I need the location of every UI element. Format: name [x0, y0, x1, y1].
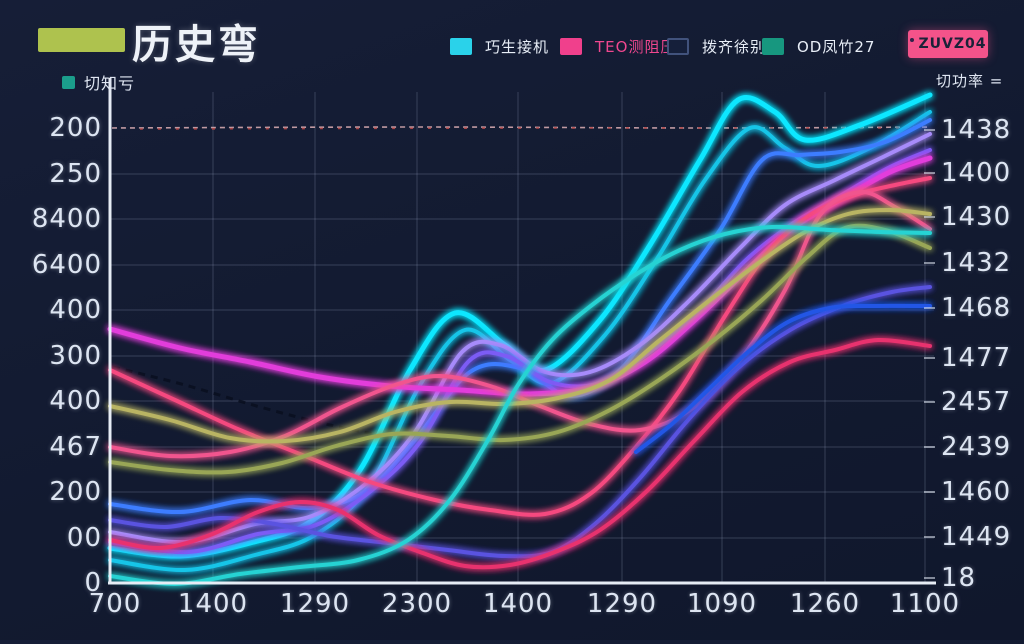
y-right-tick-label: 2457 — [941, 387, 1012, 417]
y-left-tick-label: 00 — [66, 523, 102, 553]
y-right-tick-label: 1477 — [941, 343, 1012, 373]
legend-swatch-icon — [667, 38, 689, 55]
sub-legend-label: 切知亏 — [84, 74, 136, 93]
x-tick-label: 1290 — [586, 589, 658, 619]
legend-item-label: TEO测阻压 — [595, 38, 677, 56]
badge-label: ZUVZ04 — [918, 36, 987, 52]
y-right-tick-label: 1400 — [941, 158, 1012, 188]
y-left-tick-label: 0 — [84, 568, 102, 598]
y-left-tick-label: 400 — [49, 295, 102, 325]
sub-legend-swatch-icon — [62, 75, 75, 89]
legend-swatch-icon — [450, 38, 472, 55]
right-axis-header: 切功率 = — [936, 72, 1004, 90]
legend-item-4[interactable]: OD凤竹27 — [762, 36, 875, 57]
y-right-tick-label: 1438 — [941, 115, 1012, 145]
legend-item-3[interactable]: 拨齐徐别 — [667, 36, 766, 57]
x-tick-label: 1400 — [177, 589, 249, 619]
series-line-turquoise — [108, 224, 932, 587]
series-line-lavender — [108, 132, 932, 545]
series-line-pink-2 — [108, 189, 932, 459]
y-left-tick-label: 8400 — [31, 204, 102, 234]
series-line-blue-2 — [634, 303, 932, 454]
page-title: 历史弯 — [132, 22, 261, 68]
y-right-tick-label: 1460 — [941, 477, 1012, 507]
y-left-tick-label: 200 — [49, 477, 102, 507]
y-left-tick-label: 467 — [49, 432, 102, 462]
badge-button[interactable]: ZUVZ04 — [908, 30, 988, 58]
y-right-tick-label: 1468 — [941, 293, 1012, 323]
y-right-tick-label: 2439 — [941, 432, 1012, 462]
badge-dot — [909, 38, 914, 42]
series-line-olive-1 — [108, 207, 932, 444]
y-left-tick-label: 400 — [49, 386, 102, 416]
x-tick-label: 1260 — [789, 589, 861, 619]
x-tick-label: 1400 — [482, 589, 554, 619]
title-swatch — [38, 28, 125, 52]
x-tick-label: 1090 — [686, 589, 758, 619]
legend-item-label: 拨齐徐别 — [702, 38, 767, 56]
y-right-tick-label: 18 — [941, 563, 977, 593]
legend-item-label: OD凤竹27 — [797, 38, 876, 56]
series-line-crimson-1 — [108, 176, 932, 517]
y-left-tick-label: 250 — [49, 159, 102, 189]
x-tick-label: 2300 — [381, 589, 453, 619]
series-line-crimson-2 — [108, 337, 932, 570]
y-right-tick-label: 1430 — [941, 202, 1012, 232]
legend-swatch-icon — [560, 38, 582, 55]
x-tick-label: 1100 — [889, 589, 961, 619]
series-line-olive-2 — [108, 223, 932, 475]
y-right-tick-label: 1449 — [941, 522, 1012, 552]
legend-item-2[interactable]: TEO测阻压 — [560, 36, 676, 57]
y-left-tick-label: 200 — [49, 113, 102, 143]
reference-line-dashed-top-red — [139, 127, 901, 130]
y-right-tick-label: 1432 — [941, 248, 1012, 278]
x-tick-label: 1290 — [279, 589, 351, 619]
legend-swatch-icon — [762, 38, 784, 55]
y-left-tick-label: 6400 — [31, 250, 102, 280]
legend-item-1[interactable]: 巧生接机 — [450, 36, 549, 57]
x-tick-label: 700 — [88, 589, 142, 619]
y-left-tick-label: 300 — [49, 341, 102, 371]
legend-item-label: 巧生接机 — [485, 38, 550, 56]
sub-legend: 切知亏 — [62, 70, 135, 94]
